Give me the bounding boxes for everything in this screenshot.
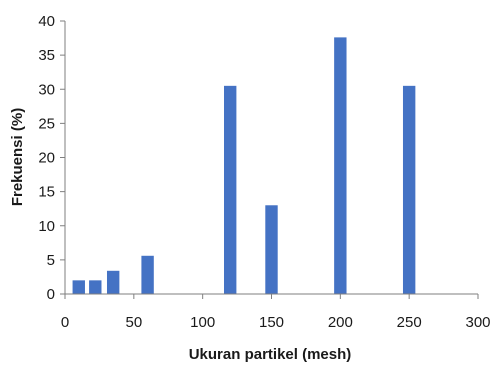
y-tick-label: 20	[38, 150, 55, 167]
y-tick-label: 35	[38, 47, 55, 64]
bar	[106, 270, 120, 294]
x-tick-label: 200	[328, 314, 353, 331]
bar	[402, 85, 416, 295]
bars-layer	[72, 37, 416, 295]
x-tick-label: 250	[397, 314, 422, 331]
y-tick-label: 5	[47, 252, 55, 269]
bar	[334, 37, 347, 294]
y-tick-label: 30	[38, 81, 55, 98]
y-axis-title: Frekuensi (%)	[9, 108, 26, 206]
bar	[224, 85, 237, 295]
x-tick-label: 100	[190, 314, 215, 331]
bar	[89, 280, 102, 294]
x-tick-label: 150	[259, 314, 284, 331]
bar	[141, 255, 154, 294]
x-tick-label: 50	[125, 314, 142, 331]
y-tick-label: 10	[38, 218, 55, 235]
y-tick-label: 15	[38, 184, 55, 201]
y-tick-label: 40	[38, 13, 55, 30]
x-axis-title: Ukuran partikel (mesh)	[189, 346, 352, 363]
x-tick-label: 0	[61, 314, 69, 331]
y-ticks: 0 5 10 15 20 25 30 35 40	[38, 13, 65, 303]
x-tick-label: 300	[465, 314, 490, 331]
y-tick-label: 25	[38, 115, 55, 132]
x-ticks: 0 50 100 150 200 250 300	[61, 294, 491, 331]
y-tick-label: 0	[47, 286, 55, 303]
bar	[72, 280, 85, 294]
bar	[265, 205, 278, 294]
